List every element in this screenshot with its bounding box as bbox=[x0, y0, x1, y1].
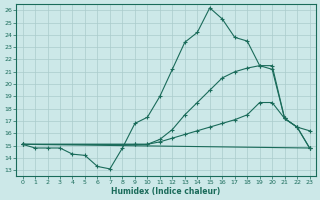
X-axis label: Humidex (Indice chaleur): Humidex (Indice chaleur) bbox=[111, 187, 221, 196]
